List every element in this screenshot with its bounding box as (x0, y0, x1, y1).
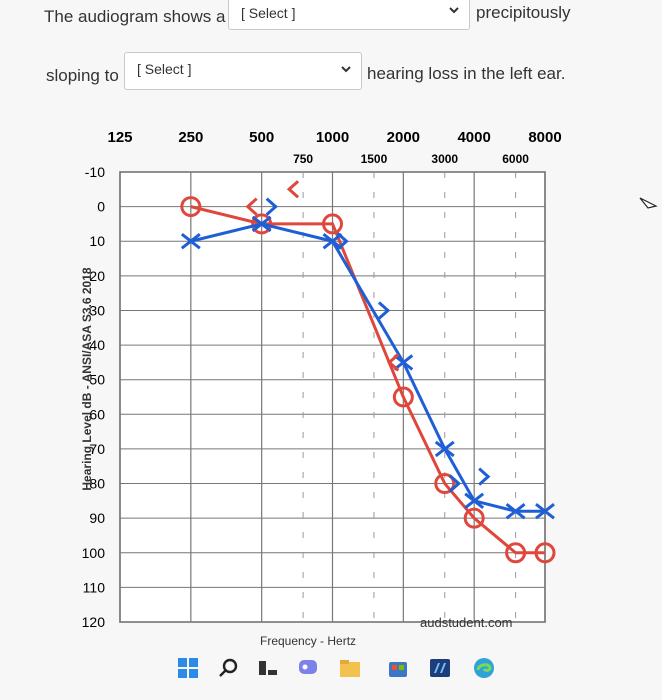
chevron-down-icon (341, 66, 351, 73)
left-ear-marker (464, 492, 485, 510)
left-ear-marker (180, 233, 201, 250)
x-tick-label: 3000 (431, 152, 458, 166)
y-tick-label: 40 (89, 337, 105, 353)
windows-start-icon[interactable] (176, 656, 200, 680)
x-tick-label: 125 (107, 129, 132, 146)
right-bone-marker (245, 197, 258, 216)
y-tick-label: 50 (89, 372, 105, 388)
y-tick-label: 110 (83, 579, 106, 595)
y-tick-label: 10 (89, 233, 105, 249)
left-ear-line (190, 222, 545, 513)
y-tick-label: 90 (89, 510, 105, 526)
task-view-icon[interactable] (256, 656, 280, 680)
x-tick-label: 6000 (502, 152, 529, 166)
edge-icon[interactable] (472, 656, 496, 680)
y-tick-label: 0 (97, 199, 105, 215)
select-dropdown-2[interactable]: [ Select ] (124, 52, 362, 90)
x-tick-label: 1000 (316, 129, 349, 146)
chat-icon[interactable] (296, 656, 320, 680)
left-ear-marker (434, 440, 455, 458)
left-ear-marker (322, 233, 343, 250)
left-bone-marker (265, 197, 278, 216)
right-ear-marker (463, 507, 485, 529)
question-line1-prefix: The audiogram shows a (44, 7, 226, 26)
left-ear-marker (251, 215, 272, 233)
left-bone-marker (448, 474, 462, 493)
x-tick-label: 8000 (528, 129, 561, 146)
right-ear-marker (505, 542, 527, 564)
x-tick-label: 1500 (361, 152, 388, 166)
watermark: audstudent.com (420, 615, 513, 630)
chevron-down-icon (449, 7, 459, 14)
left-ear-marker (393, 354, 414, 371)
left-bone-marker (478, 467, 491, 486)
right-bone-marker (387, 353, 400, 372)
right-ear-marker (322, 213, 343, 235)
left-bone-marker (336, 232, 349, 251)
right-ear-marker (392, 386, 414, 408)
y-tick-label: 120 (82, 614, 106, 630)
store-icon[interactable] (386, 656, 410, 680)
y-tick-label: 70 (89, 441, 105, 457)
y-tick-label: -10 (85, 164, 105, 180)
question-line2-suffix: hearing loss in the left ear. (367, 64, 566, 83)
select-dropdown-2-value: [ Select ] (137, 61, 192, 77)
y-tick-label: 100 (82, 545, 106, 561)
right-ear-marker (251, 213, 273, 235)
y-tick-label: 60 (89, 406, 105, 422)
file-explorer-icon[interactable] (338, 656, 362, 680)
select-dropdown-1-value: [ Select ] (241, 5, 296, 21)
y-tick-label: 30 (89, 302, 105, 318)
left-ear-marker (505, 503, 526, 520)
question-line1-suffix: precipitously (476, 3, 571, 22)
right-ear-marker (180, 196, 202, 218)
right-bone-marker (286, 180, 300, 199)
app-icon[interactable] (428, 656, 452, 680)
x-tick-label: 500 (249, 129, 274, 146)
cursor-icon (639, 197, 658, 209)
right-ear-marker (434, 473, 456, 495)
y-tick-label: 80 (89, 476, 105, 492)
left-bone-marker (377, 301, 391, 320)
x-tick-label: 250 (178, 129, 203, 146)
search-icon[interactable] (217, 656, 241, 680)
question-line2-prefix: sloping to (46, 66, 119, 85)
x-tick-label: 750 (293, 152, 313, 166)
x-axis-label: Frequency - Hertz (260, 634, 357, 648)
left-ear-marker (535, 503, 555, 520)
y-tick-label: 20 (89, 268, 105, 284)
x-tick-label: 2000 (387, 129, 420, 146)
right-ear-marker (534, 542, 556, 564)
x-tick-label: 4000 (457, 129, 490, 146)
select-dropdown-1[interactable]: [ Select ] (228, 0, 470, 30)
